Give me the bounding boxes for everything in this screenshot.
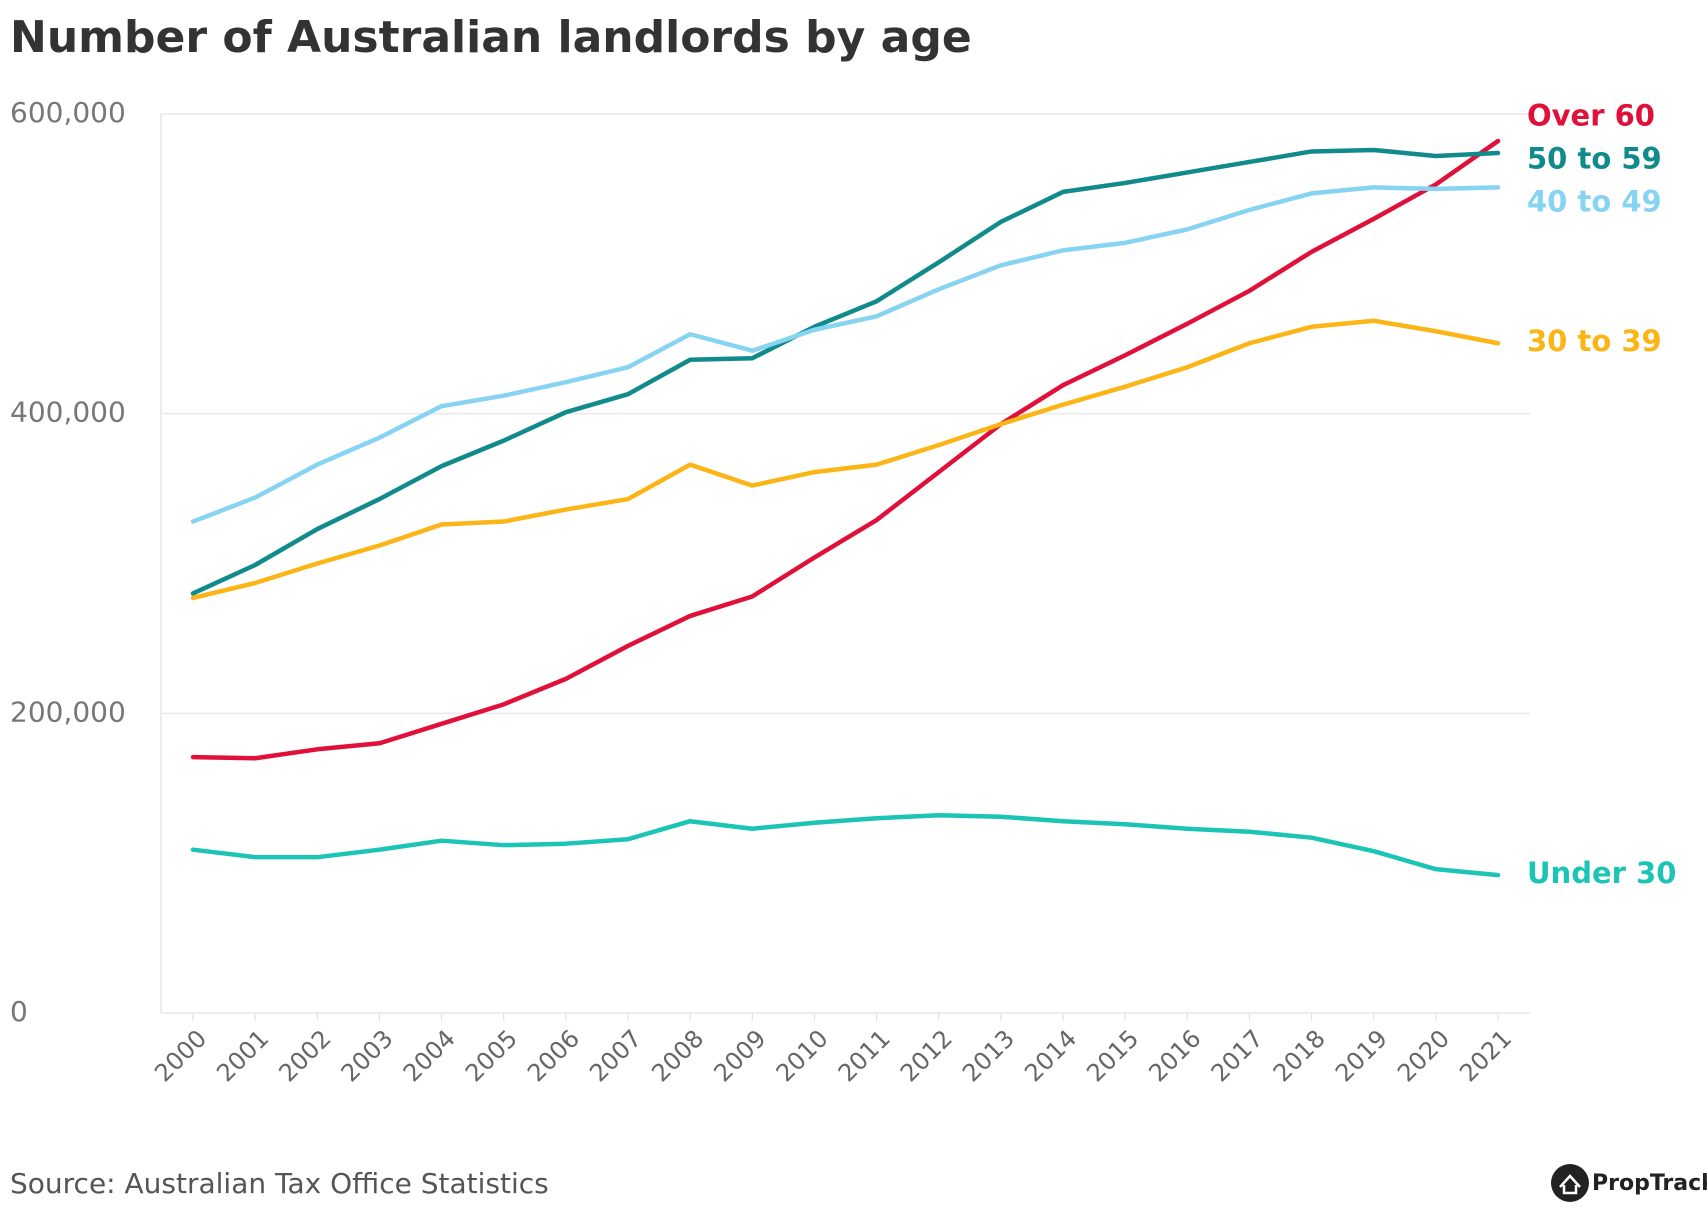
legend-label: 40 to 49 xyxy=(1527,184,1662,218)
y-tick-label: 600,000 xyxy=(10,96,126,129)
x-tick-label: 2008 xyxy=(646,1024,709,1087)
series-line xyxy=(190,185,1501,524)
x-tick-label: 2004 xyxy=(398,1024,461,1087)
x-tick-label: 2007 xyxy=(584,1024,647,1087)
series-line xyxy=(190,812,1501,878)
y-tick-label: 200,000 xyxy=(10,695,126,728)
x-tick-label: 2010 xyxy=(771,1024,834,1087)
legend-label: Under 30 xyxy=(1527,856,1676,890)
x-tick-label: 2003 xyxy=(336,1024,399,1087)
logo-icon xyxy=(1551,1164,1589,1202)
y-tick-label: 400,000 xyxy=(10,396,126,429)
logo-house xyxy=(1559,1174,1581,1195)
source: Source: Australian Tax Office Statistics xyxy=(10,1167,549,1200)
x-tick-label: 2011 xyxy=(833,1024,896,1087)
x-tick-label: 2000 xyxy=(149,1024,212,1087)
x-tick-label: 2001 xyxy=(211,1024,274,1087)
x-tick-label: 2014 xyxy=(1019,1024,1082,1087)
x-tick-label: 2021 xyxy=(1454,1024,1517,1087)
x-tick-label: 2016 xyxy=(1143,1024,1206,1087)
brand-logo: PropTrack xyxy=(1551,1164,1707,1202)
chart-title: Number of Australian landlords by age xyxy=(10,12,972,63)
series-line xyxy=(190,318,1501,601)
x-tick-label: 2013 xyxy=(957,1024,1020,1087)
x-tick-label: 2017 xyxy=(1206,1024,1269,1087)
x-tick-label: 2019 xyxy=(1330,1024,1393,1087)
legend-label: 30 to 39 xyxy=(1527,324,1662,358)
x-tick-label: 2005 xyxy=(460,1024,523,1087)
x-tick-label: 2009 xyxy=(708,1024,771,1087)
legend-label: Over 60 xyxy=(1527,98,1655,132)
series-line xyxy=(190,138,1501,761)
x-tick-label: 2012 xyxy=(895,1024,958,1087)
brand: PropTrack xyxy=(1592,1171,1707,1196)
x-tick-label: 2006 xyxy=(522,1024,585,1087)
series-line xyxy=(190,147,1501,596)
legend-label: 50 to 59 xyxy=(1527,141,1662,175)
x-tick-label: 2018 xyxy=(1268,1024,1331,1087)
x-tick-label: 2002 xyxy=(273,1024,336,1087)
x-tick-label: 2015 xyxy=(1081,1024,1144,1087)
x-tick-label: 2020 xyxy=(1392,1024,1455,1087)
y-tick-label: 0 xyxy=(10,995,28,1028)
